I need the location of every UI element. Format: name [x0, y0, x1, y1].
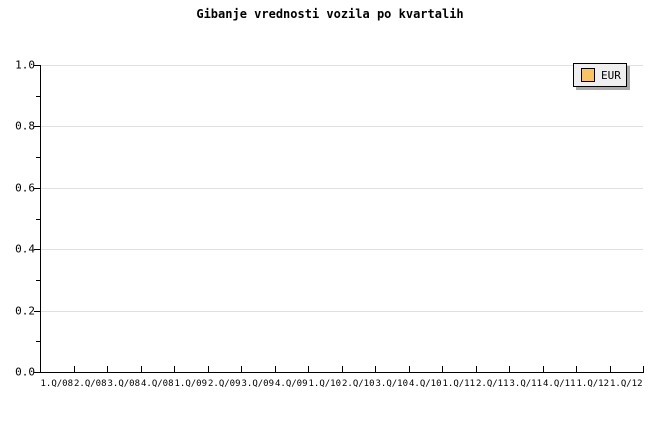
legend: EUR	[573, 63, 627, 87]
x-axis-label: 2.Q/10	[341, 379, 375, 389]
y-axis-tick	[34, 65, 40, 66]
x-axis-tick	[476, 366, 477, 373]
x-axis-label: 4.Q/08	[140, 379, 174, 389]
x-axis-tick	[241, 366, 242, 373]
x-axis-tick	[610, 366, 611, 373]
y-axis-tick	[34, 188, 40, 189]
y-axis-minor-tick	[36, 157, 40, 158]
x-axis-label: 3.Q/08	[107, 379, 141, 389]
gridline	[41, 188, 643, 189]
chart-title: Gibanje vrednosti vozila po kvartalih	[196, 7, 464, 21]
x-axis-line	[40, 372, 644, 373]
x-axis-label: 1.Q/08	[40, 379, 74, 389]
x-axis-tick	[141, 366, 142, 373]
x-axis-tick	[208, 366, 209, 373]
y-axis-minor-tick	[36, 341, 40, 342]
x-axis-tick	[74, 366, 75, 373]
y-axis-label: 0.4	[15, 242, 35, 256]
x-axis-tick	[509, 366, 510, 373]
y-axis-label: 0.0	[15, 365, 35, 379]
x-axis-tick	[643, 366, 644, 373]
y-axis-tick	[34, 126, 40, 127]
x-axis-tick	[375, 366, 376, 373]
y-axis-tick	[34, 249, 40, 250]
x-axis-tick	[409, 366, 410, 373]
y-axis-label: 1.0	[15, 58, 35, 72]
y-axis-tick	[34, 311, 40, 312]
x-axis-tick	[275, 366, 276, 373]
x-axis-label: 3.Q/09	[241, 379, 275, 389]
gridline	[41, 311, 643, 312]
x-axis-label: 2.Q/09	[207, 379, 241, 389]
y-axis-line	[40, 65, 41, 373]
y-axis-label: 0.2	[15, 304, 35, 318]
x-axis-tick	[342, 366, 343, 373]
x-axis-label: 1.Q/12	[609, 379, 643, 389]
x-axis-label: 3.Q/10	[375, 379, 409, 389]
x-axis-tick	[107, 366, 108, 373]
gridline	[41, 126, 643, 127]
y-axis-minor-tick	[36, 219, 40, 220]
x-axis-label: 2.Q/08	[73, 379, 107, 389]
x-axis-tick	[576, 366, 577, 373]
gridline	[41, 65, 643, 66]
x-axis-label: 1.Q/10	[308, 379, 342, 389]
y-axis-label: 0.8	[15, 119, 35, 133]
y-axis-minor-tick	[36, 96, 40, 97]
x-axis-label: 1.Q/09	[174, 379, 208, 389]
x-axis-tick	[543, 366, 544, 373]
x-axis-label: 2.Q/11	[475, 379, 509, 389]
y-axis-label: 0.6	[15, 181, 35, 195]
y-axis-tick	[34, 372, 40, 373]
y-axis-minor-tick	[36, 280, 40, 281]
x-axis-label: 4.Q/11	[542, 379, 576, 389]
x-axis-tick	[308, 366, 309, 373]
x-axis-label: 3.Q/11	[509, 379, 543, 389]
x-axis-label: 4.Q/10	[408, 379, 442, 389]
legend-swatch-eur	[581, 68, 595, 82]
x-axis-label: 1.Q/11	[442, 379, 476, 389]
x-axis-label: 1.Q/12	[576, 379, 610, 389]
x-axis-label: 4.Q/09	[274, 379, 308, 389]
x-axis-tick	[442, 366, 443, 373]
x-axis-tick	[174, 366, 175, 373]
gridline	[41, 249, 643, 250]
legend-item-label: EUR	[601, 68, 621, 82]
